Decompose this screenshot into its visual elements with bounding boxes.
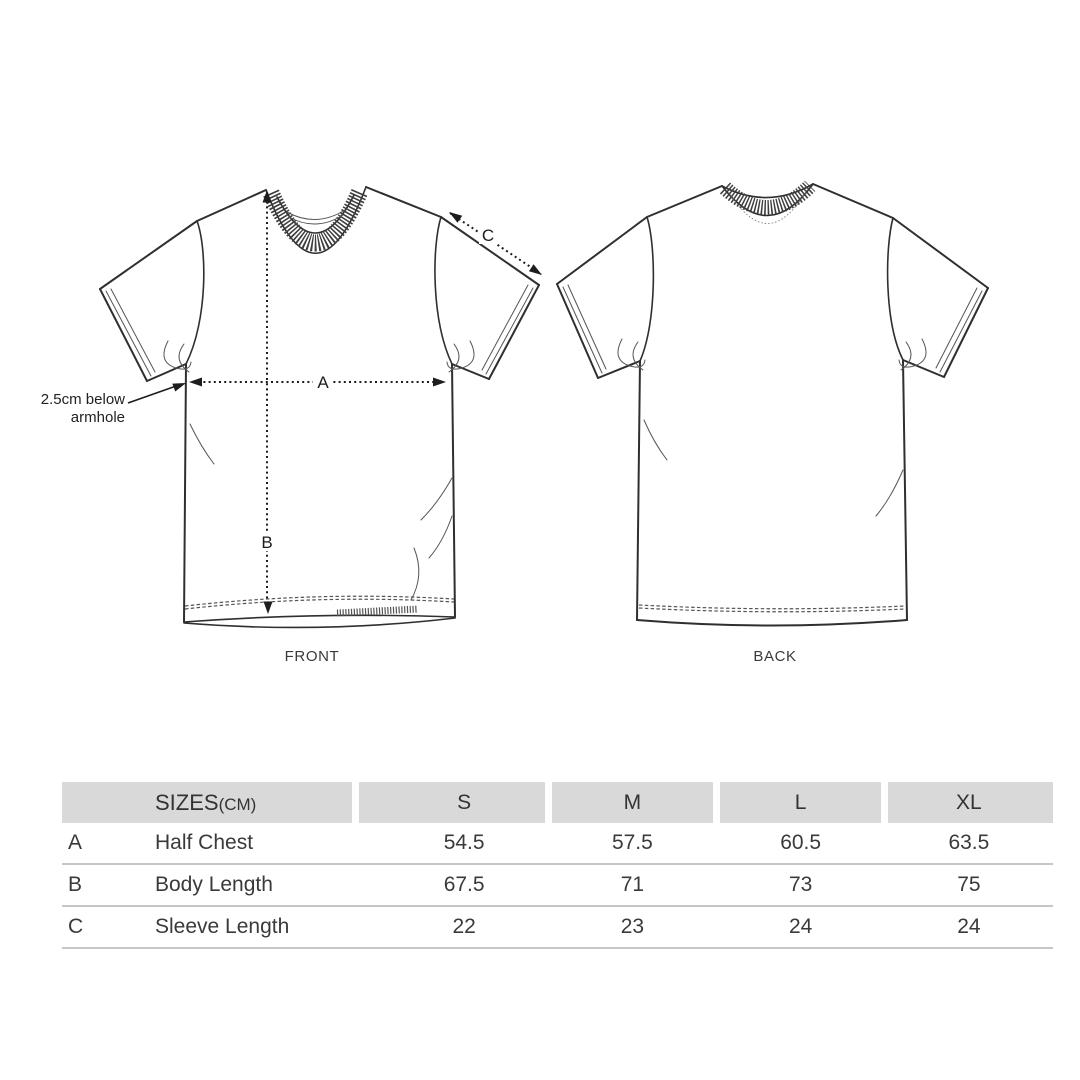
value-l: 24 xyxy=(788,915,813,938)
row-letter: A xyxy=(68,831,83,854)
value-m: 71 xyxy=(620,873,645,896)
header-cell-divider xyxy=(881,782,888,823)
size-chart-table: SIZES(CM) S M L XL A Half Chest 54.5 57.… xyxy=(62,782,1053,949)
unit-label: (CM) xyxy=(218,794,257,814)
back-collar-ribbing xyxy=(719,180,816,215)
value-m: 57.5 xyxy=(611,831,653,854)
table-row-body-length: B Body Length 67.5 71 73 75 xyxy=(62,865,1053,907)
value-l: 73 xyxy=(788,873,813,896)
sizes-label: SIZES xyxy=(155,789,219,815)
value-s: 67.5 xyxy=(443,873,485,896)
value-s: 54.5 xyxy=(443,831,485,854)
row-letter: C xyxy=(68,915,84,938)
table-row-half-chest: A Half Chest 54.5 57.5 60.5 63.5 xyxy=(62,823,1053,865)
sizes-header-cell: SIZES(CM) xyxy=(62,790,380,816)
size-column-header-s: S xyxy=(457,790,472,814)
value-m: 23 xyxy=(620,915,645,938)
front-hem-stitch-detail xyxy=(336,605,419,617)
size-column-header-m: M xyxy=(623,790,642,814)
armhole-leader xyxy=(127,383,186,404)
front-collar-ribbing xyxy=(263,187,368,252)
size-column-header-xl: XL xyxy=(956,790,982,814)
value-l: 60.5 xyxy=(780,831,822,854)
tshirt-technical-drawing: A B C xyxy=(99,180,989,629)
dimension-b-label: B xyxy=(261,533,272,552)
dimension-c: C xyxy=(449,212,542,275)
value-xl: 75 xyxy=(957,873,981,896)
front-shirt-drawing xyxy=(99,186,540,629)
table-row-sleeve-length: C Sleeve Length 22 23 24 24 xyxy=(62,907,1053,949)
row-name: Half Chest xyxy=(155,831,254,854)
dimension-a: A xyxy=(189,371,446,392)
back-shirt-drawing xyxy=(556,180,989,627)
armhole-annotation: 2.5cm below armhole xyxy=(30,391,125,427)
back-view-label: BACK xyxy=(753,648,797,665)
armhole-annotation-line1: 2.5cm below xyxy=(40,391,125,408)
size-column-header-l: L xyxy=(794,790,807,814)
dimension-b: B xyxy=(257,190,276,614)
header-cell-divider xyxy=(352,782,359,823)
armhole-annotation-line2: armhole xyxy=(70,409,125,426)
row-letter: B xyxy=(68,873,83,896)
value-xl: 63.5 xyxy=(948,831,990,854)
size-chart-header-row: SIZES(CM) S M L XL xyxy=(62,782,1053,823)
row-name: Sleeve Length xyxy=(155,915,290,938)
header-cell-divider xyxy=(713,782,720,823)
value-xl: 24 xyxy=(957,915,981,938)
value-s: 22 xyxy=(452,915,476,938)
dimension-c-label: C xyxy=(482,226,494,245)
front-view-label: FRONT xyxy=(284,648,340,665)
row-name: Body Length xyxy=(155,873,273,896)
dimension-a-label: A xyxy=(317,373,329,392)
header-cell-divider xyxy=(545,782,552,823)
